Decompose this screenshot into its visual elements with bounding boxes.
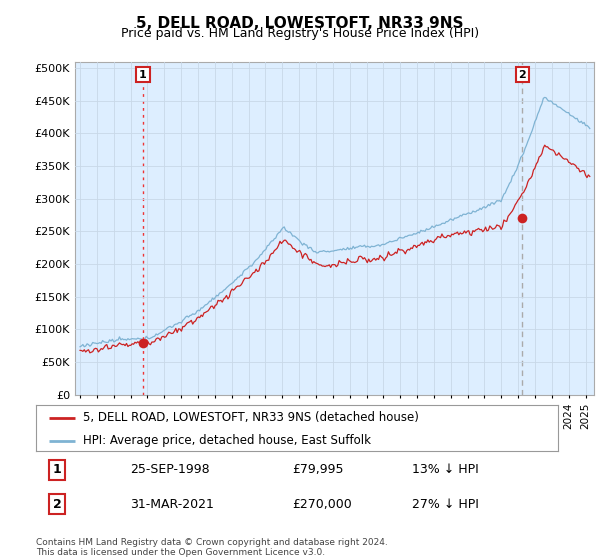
Text: 25-SEP-1998: 25-SEP-1998	[130, 464, 209, 477]
Text: 1: 1	[139, 69, 147, 80]
Text: 2: 2	[53, 498, 61, 511]
Text: Contains HM Land Registry data © Crown copyright and database right 2024.
This d: Contains HM Land Registry data © Crown c…	[36, 538, 388, 557]
Text: Price paid vs. HM Land Registry's House Price Index (HPI): Price paid vs. HM Land Registry's House …	[121, 27, 479, 40]
Text: £79,995: £79,995	[292, 464, 343, 477]
Text: HPI: Average price, detached house, East Suffolk: HPI: Average price, detached house, East…	[83, 434, 371, 447]
Text: 13% ↓ HPI: 13% ↓ HPI	[412, 464, 479, 477]
Text: 5, DELL ROAD, LOWESTOFT, NR33 9NS: 5, DELL ROAD, LOWESTOFT, NR33 9NS	[136, 16, 464, 31]
Text: 5, DELL ROAD, LOWESTOFT, NR33 9NS (detached house): 5, DELL ROAD, LOWESTOFT, NR33 9NS (detac…	[83, 411, 419, 424]
Text: 2: 2	[518, 69, 526, 80]
Text: 27% ↓ HPI: 27% ↓ HPI	[412, 498, 479, 511]
Text: £270,000: £270,000	[292, 498, 352, 511]
Text: 31-MAR-2021: 31-MAR-2021	[130, 498, 214, 511]
Text: 1: 1	[53, 464, 61, 477]
